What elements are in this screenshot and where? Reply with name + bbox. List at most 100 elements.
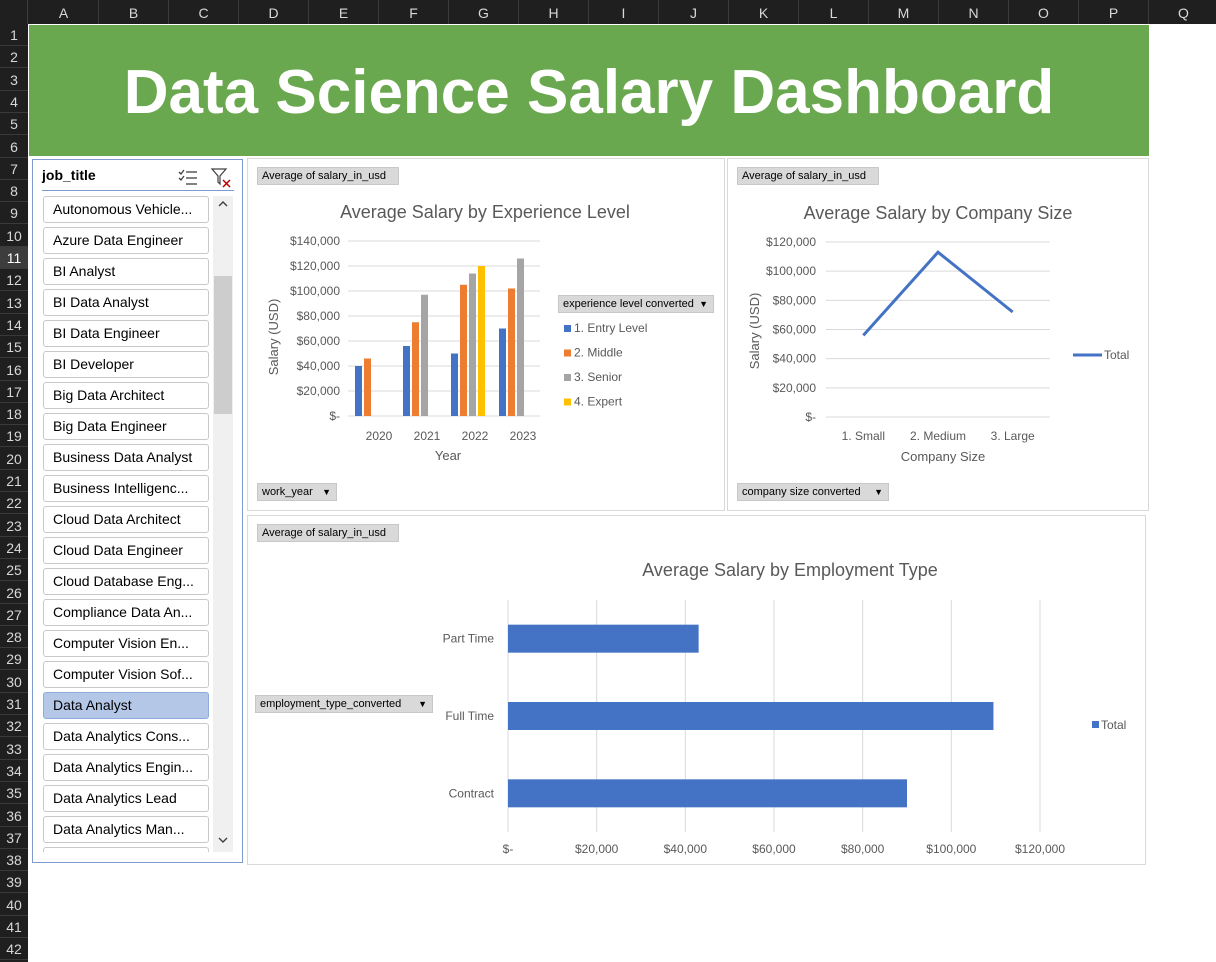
value-field-button[interactable]: Average of salary_in_usd	[737, 167, 879, 185]
row-header-26[interactable]: 26	[0, 582, 28, 604]
column-header-a[interactable]: A	[29, 0, 99, 24]
slicer-item[interactable]: Cloud Database Eng...	[43, 568, 209, 595]
column-header-d[interactable]: D	[239, 0, 309, 24]
chevron-up-icon[interactable]	[213, 196, 233, 216]
slicer-item-partial[interactable]	[43, 847, 209, 852]
select-all-corner[interactable]	[0, 0, 28, 24]
slicer-item[interactable]: Computer Vision En...	[43, 630, 209, 657]
row-header-32[interactable]: 32	[0, 715, 28, 738]
company-chart-panel[interactable]: Average of salary_in_usd company size co…	[727, 158, 1149, 511]
slicer-item[interactable]: Cloud Data Engineer	[43, 537, 209, 564]
scrollbar-thumb[interactable]	[214, 276, 232, 414]
row-header-22[interactable]: 22	[0, 492, 28, 515]
row-header-34[interactable]: 34	[0, 760, 28, 782]
column-header-h[interactable]: H	[519, 0, 589, 24]
column-header-n[interactable]: N	[939, 0, 1009, 24]
column-header-c[interactable]: C	[169, 0, 239, 24]
row-header-27[interactable]: 27	[0, 604, 28, 626]
slicer-item[interactable]: Data Analytics Engin...	[43, 754, 209, 781]
clear-filter-icon[interactable]	[210, 166, 232, 188]
column-header-g[interactable]: G	[449, 0, 519, 24]
slicer-item[interactable]: Autonomous Vehicle...	[43, 196, 209, 223]
row-header-25[interactable]: 25	[0, 559, 28, 582]
row-header-2[interactable]: 2	[0, 46, 28, 69]
row-header-20[interactable]: 20	[0, 448, 28, 470]
value-field-button[interactable]: Average of salary_in_usd	[257, 524, 399, 542]
slicer-item[interactable]: BI Developer	[43, 351, 209, 378]
row-header-13[interactable]: 13	[0, 292, 28, 314]
slicer-item[interactable]: Data Analytics Man...	[43, 816, 209, 843]
row-header-24[interactable]: 24	[0, 537, 28, 559]
row-header-5[interactable]: 5	[0, 113, 28, 136]
row-header-42[interactable]: 42	[0, 938, 28, 961]
row-header-8[interactable]: 8	[0, 180, 28, 203]
row-header-1[interactable]: 1	[0, 24, 28, 46]
row-header-21[interactable]: 21	[0, 470, 28, 492]
row-header-23[interactable]: 23	[0, 515, 28, 537]
row-header-35[interactable]: 35	[0, 782, 28, 805]
job-title-slicer[interactable]: job_title Autonomous Vehicle... Azure Dat…	[32, 159, 243, 863]
row-header-36[interactable]: 36	[0, 805, 28, 827]
row-header-4[interactable]: 4	[0, 91, 28, 113]
x-axis-label: Company Size	[901, 449, 986, 464]
row-header-40[interactable]: 40	[0, 894, 28, 916]
slicer-scrollbar[interactable]	[213, 196, 233, 852]
slicer-item[interactable]: Compliance Data An...	[43, 599, 209, 626]
row-header-15[interactable]: 15	[0, 336, 28, 359]
row-header-31[interactable]: 31	[0, 693, 28, 715]
chevron-down-icon[interactable]	[213, 832, 233, 852]
slicer-item[interactable]: Business Data Analyst	[43, 444, 209, 471]
slicer-item[interactable]: BI Data Analyst	[43, 289, 209, 316]
column-header-f[interactable]: F	[379, 0, 449, 24]
row-header-18[interactable]: 18	[0, 403, 28, 426]
slicer-item[interactable]: Data Analyst	[43, 692, 209, 719]
slicer-item[interactable]: Computer Vision Sof...	[43, 661, 209, 688]
row-header-10[interactable]: 10	[0, 225, 28, 247]
row-header-28[interactable]: 28	[0, 626, 28, 649]
slicer-item[interactable]: Data Analytics Cons...	[43, 723, 209, 750]
slicer-item[interactable]: Big Data Engineer	[43, 413, 209, 440]
row-header-29[interactable]: 29	[0, 648, 28, 671]
row-header-38[interactable]: 38	[0, 849, 28, 872]
slicer-item[interactable]: Cloud Data Architect	[43, 506, 209, 533]
employment-chart-panel[interactable]: Average of salary_in_usd employment_type…	[247, 515, 1146, 865]
experience-chart-panel[interactable]: Average of salary_in_usd work_year ▼ expe…	[247, 158, 725, 511]
value-field-button[interactable]: Average of salary_in_usd	[257, 167, 399, 185]
row-header-19[interactable]: 19	[0, 425, 28, 448]
row-header-37[interactable]: 37	[0, 827, 28, 849]
column-header-k[interactable]: K	[729, 0, 799, 24]
employment-type-field-button[interactable]: employment_type_converted ▼	[255, 695, 433, 713]
column-header-p[interactable]: P	[1079, 0, 1149, 24]
row-header-7[interactable]: 7	[0, 158, 28, 180]
row-header-11[interactable]: 11	[0, 247, 28, 269]
slicer-item[interactable]: Business Intelligenc...	[43, 475, 209, 502]
column-header-b[interactable]: B	[99, 0, 169, 24]
row-header-30[interactable]: 30	[0, 671, 28, 693]
multi-select-icon[interactable]	[177, 166, 199, 188]
slicer-item[interactable]: Data Analytics Lead	[43, 785, 209, 812]
row-header-14[interactable]: 14	[0, 314, 28, 336]
row-header-17[interactable]: 17	[0, 381, 28, 403]
column-header-l[interactable]: L	[799, 0, 869, 24]
row-header-16[interactable]: 16	[0, 359, 28, 381]
slicer-item[interactable]: BI Data Engineer	[43, 320, 209, 347]
column-header-i[interactable]: I	[589, 0, 659, 24]
row-header-41[interactable]: 41	[0, 916, 28, 938]
row-header-9[interactable]: 9	[0, 202, 28, 225]
row-header-12[interactable]: 12	[0, 269, 28, 292]
slicer-item[interactable]: Azure Data Engineer	[43, 227, 209, 254]
row-header-6[interactable]: 6	[0, 136, 28, 158]
column-header-e[interactable]: E	[309, 0, 379, 24]
work-year-field-button[interactable]: work_year ▼	[257, 483, 337, 501]
column-header-j[interactable]: J	[659, 0, 729, 24]
row-header-3[interactable]: 3	[0, 69, 28, 91]
column-header-q[interactable]: Q	[1149, 0, 1216, 24]
slicer-item[interactable]: Big Data Architect	[43, 382, 209, 409]
row-header-33[interactable]: 33	[0, 738, 28, 760]
slicer-item[interactable]: BI Analyst	[43, 258, 209, 285]
column-header-o[interactable]: O	[1009, 0, 1079, 24]
column-header-m[interactable]: M	[869, 0, 939, 24]
row-header-39[interactable]: 39	[0, 871, 28, 894]
legend-field-button[interactable]: experience level converted ▼	[558, 295, 714, 313]
company-size-field-button[interactable]: company size converted ▼	[737, 483, 889, 501]
